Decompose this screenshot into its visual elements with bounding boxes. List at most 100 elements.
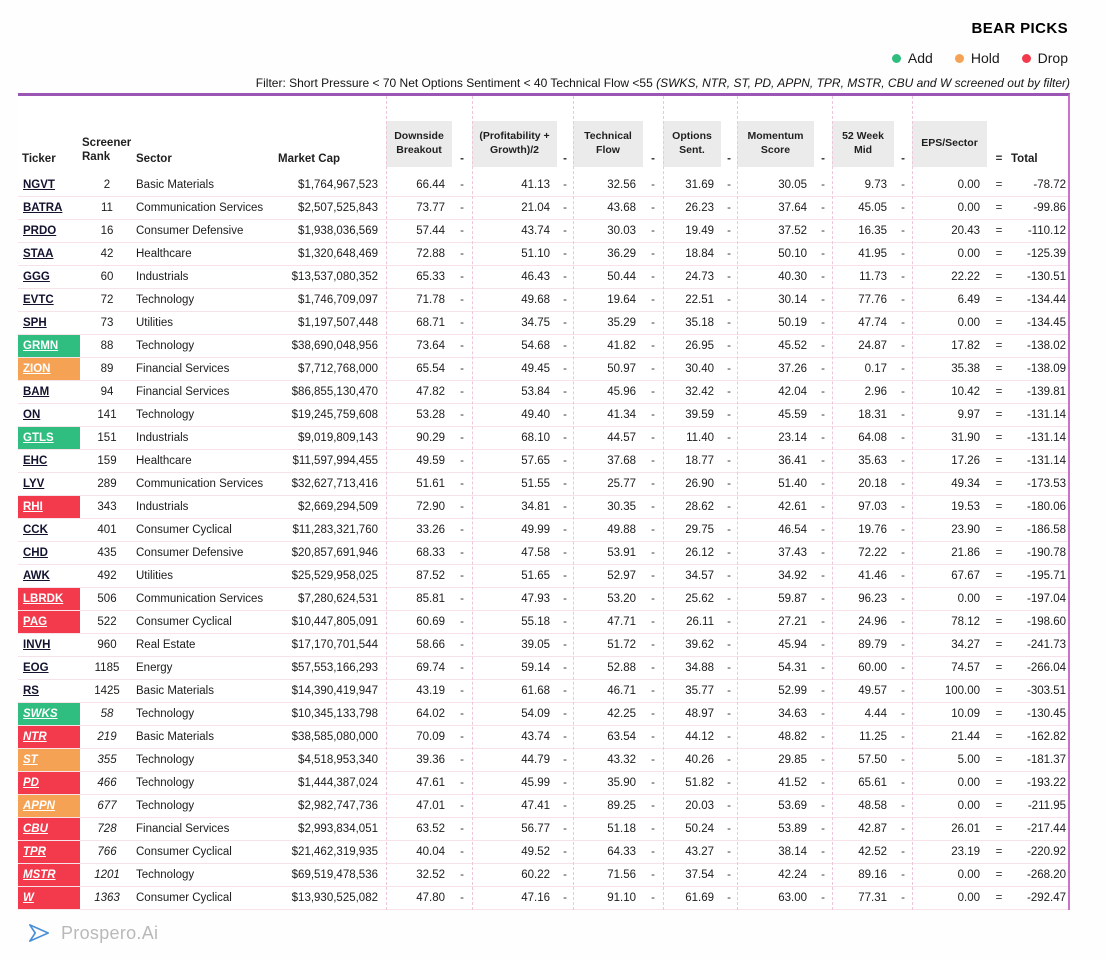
- separator-cell: -: [651, 501, 655, 513]
- ticker-link[interactable]: W: [23, 892, 34, 904]
- metric-value-cell: 49.59: [416, 455, 445, 467]
- total-cell: -190.78: [1026, 547, 1066, 559]
- ticker-link[interactable]: RS: [23, 685, 39, 697]
- separator-cell: -: [727, 248, 731, 260]
- ticker-link[interactable]: AWK: [23, 570, 50, 582]
- ticker-link[interactable]: BATRA: [23, 202, 63, 214]
- sector-cell: Communication Services: [136, 202, 264, 214]
- metric-value-cell: 51.82: [685, 777, 714, 789]
- ticker-link[interactable]: ST: [23, 754, 38, 766]
- ticker-link[interactable]: GRMN: [23, 340, 59, 352]
- ticker-link[interactable]: EVTC: [23, 294, 54, 306]
- ticker-link[interactable]: APPN: [23, 800, 55, 812]
- separator-cell: -: [460, 386, 464, 398]
- separator-cell: -: [901, 271, 905, 283]
- ticker-link[interactable]: MSTR: [23, 869, 56, 881]
- total-cell: -303.51: [1026, 685, 1066, 697]
- metric-value-cell: 69.74: [416, 662, 445, 674]
- ticker-link[interactable]: RHI: [23, 501, 43, 513]
- sector-cell: Financial Services: [136, 363, 230, 375]
- ticker-link[interactable]: EHC: [23, 455, 48, 467]
- ticker-link[interactable]: CCK: [23, 524, 48, 536]
- metric-value-cell: 25.62: [685, 593, 714, 605]
- screener-rank-cell: 355: [97, 754, 117, 766]
- ticker-link[interactable]: TPR: [23, 846, 46, 858]
- separator-cell: -: [727, 547, 731, 559]
- metric-value-cell: 0.00: [957, 777, 980, 789]
- table-row: LYV 289 Communication Services $32,627,713,…: [18, 473, 1068, 496]
- metric-value-cell: 53.89: [778, 823, 807, 835]
- ticker-link[interactable]: PAG: [23, 616, 48, 628]
- ticker-cell: STAA: [18, 243, 80, 265]
- separator-cell: =: [995, 202, 1003, 214]
- separator-cell: -: [563, 708, 567, 720]
- separator-cell: -: [651, 662, 655, 674]
- separator-cell: -: [460, 317, 464, 329]
- separator-cell: -: [460, 708, 464, 720]
- metric-value-cell: 89.25: [607, 800, 636, 812]
- separator-cell: -: [901, 869, 905, 881]
- metric-value-cell: 20.18: [858, 478, 887, 490]
- metric-value-cell: 48.58: [858, 800, 887, 812]
- total-cell: -193.22: [1026, 777, 1066, 789]
- ticker-link[interactable]: GTLS: [23, 432, 54, 444]
- sector-cell: Technology: [136, 777, 195, 789]
- metric-value-cell: 49.68: [521, 294, 550, 306]
- ticker-link[interactable]: EOG: [23, 662, 49, 674]
- ticker-cell: SPH: [18, 312, 80, 334]
- ticker-cell: EHC: [18, 450, 80, 472]
- ticker-link[interactable]: ON: [23, 409, 41, 421]
- metric-value-cell: 41.34: [607, 409, 636, 421]
- ticker-link[interactable]: PRDO: [23, 225, 57, 237]
- table-row: NGVT 2 Basic Materials $1,764,967,523 66.44 -…: [18, 174, 1068, 197]
- ticker-link[interactable]: ZION: [23, 363, 51, 375]
- separator-cell: -: [901, 317, 905, 329]
- separator-cell: -: [821, 225, 825, 237]
- ticker-link[interactable]: SPH: [23, 317, 47, 329]
- col-header-profitability-growth: (Profitability + Growth)/2: [472, 121, 557, 167]
- screener-rank-cell: 522: [97, 616, 117, 628]
- metric-value-cell: 10.09: [951, 708, 980, 720]
- separator-cell: -: [460, 593, 464, 605]
- sector-cell: Technology: [136, 409, 195, 421]
- ticker-link[interactable]: NTR: [23, 731, 47, 743]
- separator-cell: -: [651, 892, 655, 904]
- separator-cell: -: [651, 432, 655, 444]
- ticker-link[interactable]: CBU: [23, 823, 48, 835]
- separator-cell: =: [995, 754, 1003, 766]
- separator-cell: -: [821, 823, 825, 835]
- metric-value-cell: 63.00: [778, 892, 807, 904]
- market-cap-cell: $69,519,478,536: [291, 869, 378, 881]
- metric-value-cell: 34.75: [521, 317, 550, 329]
- table-body: NGVT 2 Basic Materials $1,764,967,523 66.44 -…: [18, 174, 1068, 910]
- ticker-link[interactable]: LBRDK: [23, 593, 64, 605]
- hold-dot-icon: [954, 53, 964, 63]
- table-row: GRMN 88 Technology $38,690,048,956 73.64 - 54.…: [18, 335, 1068, 358]
- ticker-link[interactable]: PD: [23, 777, 39, 789]
- metric-value-cell: 18.84: [685, 248, 714, 260]
- screener-rank-cell: 960: [97, 639, 117, 651]
- ticker-link[interactable]: STAA: [23, 248, 54, 260]
- ticker-link[interactable]: SWKS: [23, 708, 58, 720]
- ticker-link[interactable]: LYV: [23, 478, 45, 490]
- metric-value-cell: 47.71: [607, 616, 636, 628]
- separator-cell: -: [727, 754, 731, 766]
- table-row: BATRA 11 Communication Services $2,507,525,…: [18, 197, 1068, 220]
- separator-cell: -: [651, 846, 655, 858]
- separator-cell: -: [651, 202, 655, 214]
- ticker-link[interactable]: GGG: [23, 271, 50, 283]
- col-header-ticker: Ticker: [22, 153, 56, 165]
- ticker-link[interactable]: BAM: [23, 386, 50, 398]
- screener-rank-cell: 728: [97, 823, 117, 835]
- separator-cell: -: [727, 570, 731, 582]
- metric-value-cell: 44.57: [607, 432, 636, 444]
- ticker-link[interactable]: NGVT: [23, 179, 55, 191]
- metric-value-cell: 39.62: [685, 639, 714, 651]
- ticker-link[interactable]: CHD: [23, 547, 48, 559]
- ticker-link[interactable]: INVH: [23, 639, 51, 651]
- separator-cell: -: [727, 823, 731, 835]
- sector-cell: Healthcare: [136, 248, 192, 260]
- separator-cell: =: [995, 593, 1003, 605]
- market-cap-cell: $7,712,768,000: [298, 363, 378, 375]
- metric-value-cell: 46.43: [521, 271, 550, 283]
